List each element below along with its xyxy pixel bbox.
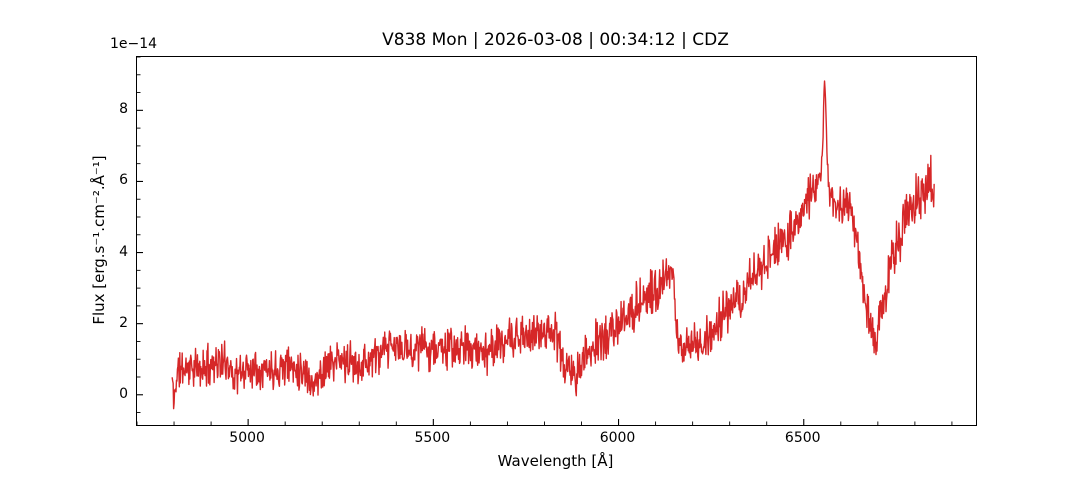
figure-title: V838 Mon | 2026-03-08 | 00:34:12 | CDZ [382,30,729,50]
y-tick-label: 8 [119,101,128,118]
spectrum-line [171,80,935,410]
spectrum-canvas [137,57,953,425]
x-tick-label: 6500 [784,430,821,446]
x-axis-label: Wavelength [Å] [497,452,614,470]
y-axis-label: Flux [erg.s⁻¹.cm⁻².Å⁻¹] [90,155,108,325]
y-offset-label: 1e−14 [110,36,158,52]
x-tick-label: 5500 [414,430,451,446]
y-tick-label: 6 [119,172,128,189]
y-tick-label: 4 [119,243,128,260]
y-tick-label: 2 [119,314,128,331]
x-tick-label: 5000 [229,430,265,446]
y-tick-label: 0 [119,385,128,402]
plot-area [136,56,977,426]
x-tick-label: 6000 [599,430,636,446]
